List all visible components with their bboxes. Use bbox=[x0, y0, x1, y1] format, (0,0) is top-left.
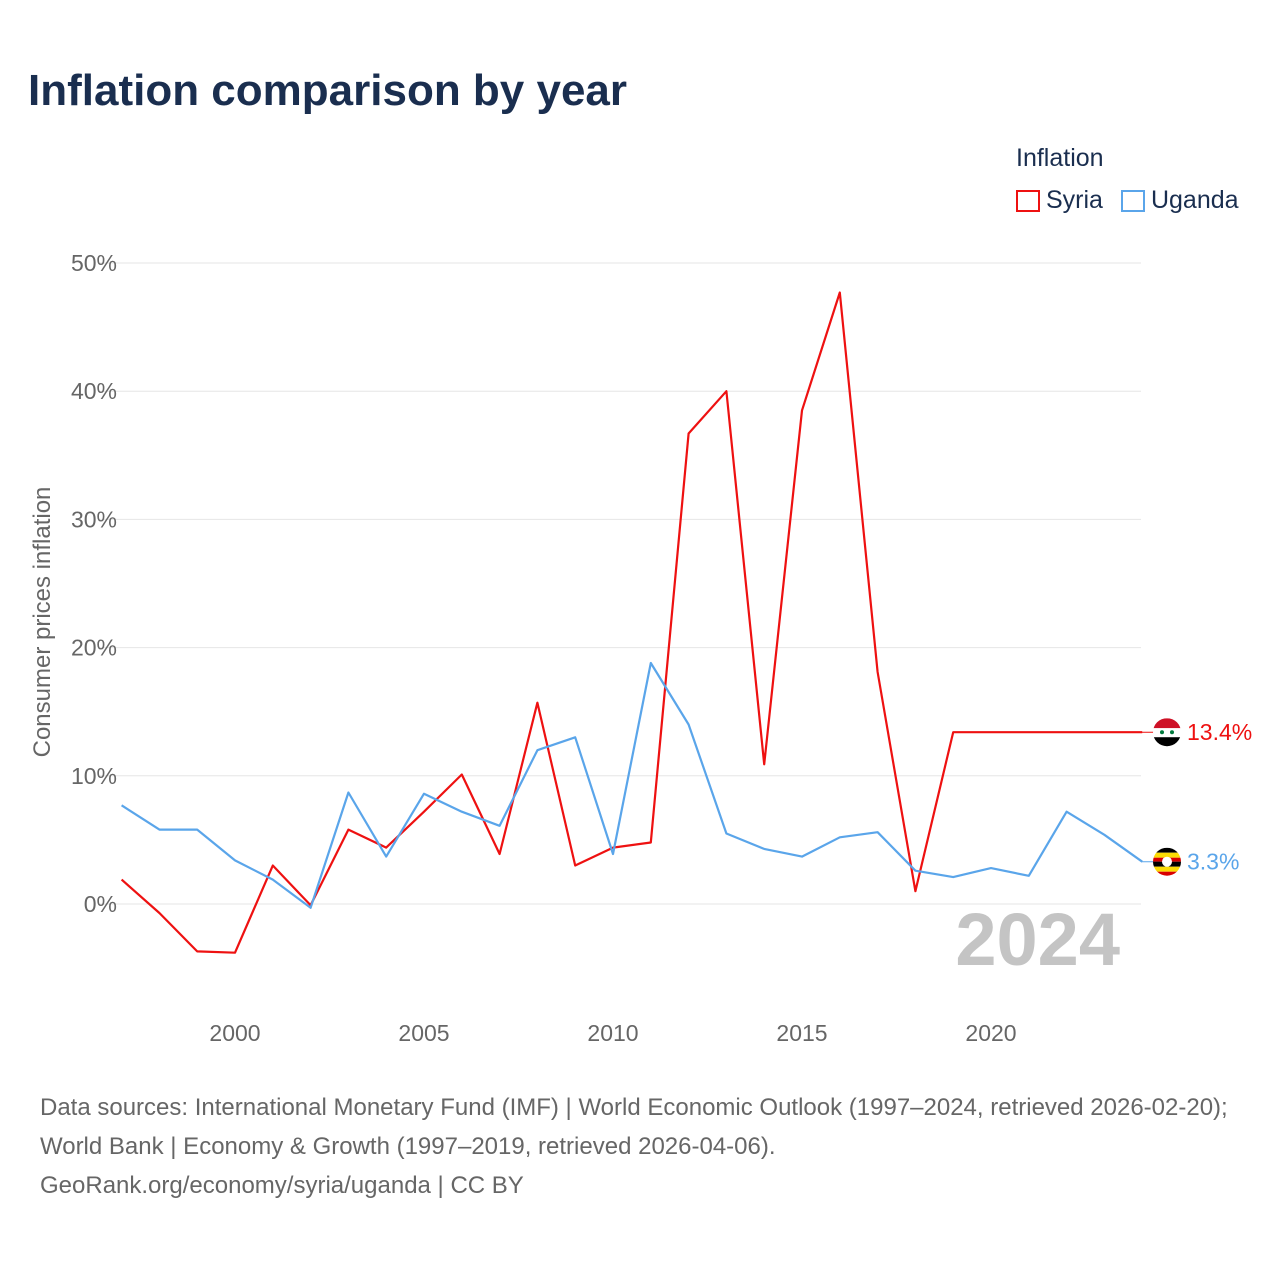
y-tick-label: 10% bbox=[71, 763, 117, 789]
source-note: Data sources: International Monetary Fun… bbox=[40, 1088, 1250, 1205]
x-tick-label: 2000 bbox=[209, 1020, 260, 1046]
legend-title: Inflation bbox=[1016, 144, 1104, 172]
series-line-syria bbox=[120, 291, 1143, 954]
source-line-2: GeoRank.org/economy/syria/uganda | CC BY bbox=[40, 1172, 524, 1199]
year-watermark: 2024 bbox=[955, 898, 1120, 981]
y-axis-label: Consumer prices inflation bbox=[29, 487, 56, 758]
legend-swatch-uganda bbox=[1120, 189, 1145, 212]
legend: Syria Uganda bbox=[1016, 186, 1239, 215]
source-line-1: Data sources: International Monetary Fun… bbox=[40, 1094, 1228, 1160]
legend-item-syria[interactable]: Syria bbox=[1016, 186, 1103, 215]
y-tick-label: 40% bbox=[71, 378, 117, 404]
x-tick-label: 2010 bbox=[587, 1020, 638, 1046]
y-tick-label: 20% bbox=[71, 635, 117, 661]
legend-label: Uganda bbox=[1150, 186, 1239, 214]
series-line-uganda bbox=[121, 661, 1143, 909]
end-value-label: 13.4% bbox=[1187, 719, 1252, 745]
legend-label: Syria bbox=[1046, 186, 1103, 214]
syria-flag-icon bbox=[1153, 718, 1181, 747]
end-value-label: 3.3% bbox=[1187, 849, 1239, 875]
legend-swatch-syria bbox=[1016, 189, 1040, 212]
x-tick-label: 2015 bbox=[776, 1020, 827, 1046]
x-tick-label: 2005 bbox=[398, 1020, 449, 1046]
y-tick-label: 30% bbox=[71, 506, 117, 532]
x-tick-label: 2020 bbox=[965, 1020, 1016, 1046]
legend-item-uganda[interactable]: Uganda bbox=[1120, 186, 1239, 215]
chart-title: Inflation comparison by year bbox=[28, 66, 628, 115]
uganda-flag-icon bbox=[1153, 847, 1181, 876]
y-tick-label: 0% bbox=[84, 891, 117, 917]
y-tick-label: 50% bbox=[71, 250, 117, 276]
